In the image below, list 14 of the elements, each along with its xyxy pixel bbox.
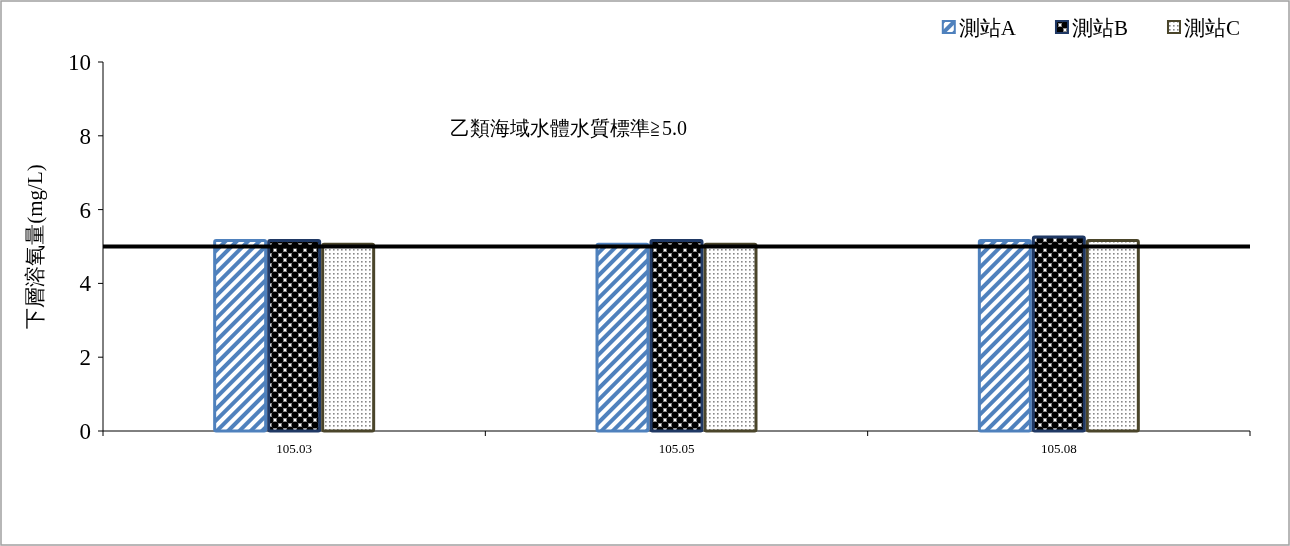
x-tick-label: 105.08 [1040, 441, 1077, 456]
legend-label: 測站A [958, 16, 1017, 40]
x-tick-label: 105.03 [276, 441, 313, 456]
x-tick-label: 105.05 [658, 441, 695, 456]
y-tick-label: 4 [79, 271, 92, 297]
y-tick-label: 10 [68, 50, 91, 75]
y-tick-label: 0 [79, 419, 91, 444]
y-tick-label: 8 [79, 123, 91, 149]
y-axis-title: 下層溶氧量(mg/L) [23, 164, 47, 329]
legend-label: 測站B [1071, 16, 1128, 40]
y-tick-label: 6 [79, 197, 91, 223]
y-tick-label: 2 [79, 345, 91, 371]
legend-label: 測站C [1183, 16, 1240, 40]
annotation: 乙類海域水體水質標準≧5.0 [450, 117, 687, 139]
